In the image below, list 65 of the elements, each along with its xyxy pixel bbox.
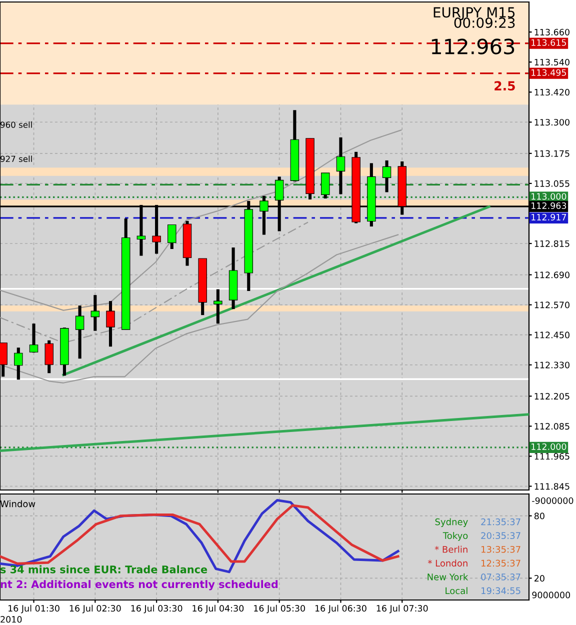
ref-line-label: 112.963 bbox=[532, 202, 566, 209]
candlestick bbox=[168, 224, 176, 250]
candlestick bbox=[90, 295, 100, 331]
candlestick bbox=[14, 348, 23, 380]
annotation: s 34 mins since EUR: Trade Balance bbox=[0, 565, 208, 574]
y-tick-label: 112.205 bbox=[534, 392, 570, 400]
annotation: 19:34:55 bbox=[482, 587, 520, 594]
annotation: 07:35:37 bbox=[481, 574, 520, 580]
y-tick-label: 113.175 bbox=[534, 150, 570, 157]
candlestick bbox=[29, 324, 38, 353]
text: -9000000 bbox=[532, 497, 574, 504]
text: 9000000 bbox=[532, 592, 570, 598]
candlestick bbox=[44, 340, 54, 374]
annotation: 2.5 bbox=[494, 81, 515, 91]
text: 2010 bbox=[0, 616, 22, 623]
annotation: * Berlin bbox=[434, 546, 468, 553]
y-tick-label: 112.085 bbox=[534, 423, 570, 430]
line-series bbox=[0, 234, 399, 384]
annotation: 20:35:37 bbox=[481, 532, 520, 540]
annotation: 960 sell bbox=[0, 121, 32, 128]
y-tick-label: 113.660 bbox=[534, 28, 570, 36]
candlestick bbox=[382, 160, 392, 192]
annotation: 12:35:37 bbox=[482, 560, 520, 567]
annotation: Local bbox=[446, 587, 468, 594]
line-series bbox=[0, 222, 309, 344]
candlestick bbox=[321, 172, 330, 198]
y-tick-label: 112.570 bbox=[534, 302, 570, 308]
y-tick-label: 113.055 bbox=[534, 180, 570, 187]
candlestick bbox=[75, 306, 84, 359]
ref-line-label: 113.615 bbox=[532, 39, 566, 46]
y-tick-label: 113.300 bbox=[534, 118, 570, 126]
x-tick-label: 16 Jul 01:30 bbox=[8, 604, 60, 614]
annotation: * London bbox=[428, 560, 468, 567]
y-tick-label: 112.690 bbox=[534, 272, 570, 278]
x-tick-label: 16 Jul 06:30 bbox=[315, 604, 366, 614]
annotation: Window bbox=[0, 500, 36, 508]
x-tick-label: 16 Jul 07:30 bbox=[376, 604, 428, 614]
y-tick-label: 113.420 bbox=[534, 88, 570, 96]
annotation: 13:35:37 bbox=[482, 546, 520, 553]
annotation: Sydney bbox=[435, 518, 468, 527]
ref-line-label: 113.495 bbox=[532, 69, 566, 76]
line-series bbox=[0, 130, 402, 311]
y-tick-label: 112.815 bbox=[534, 240, 570, 247]
y-tick-label: 111.845 bbox=[534, 483, 570, 490]
y-tick-label: 111.965 bbox=[534, 453, 570, 460]
candlestick bbox=[214, 289, 222, 324]
annotation: 21:35:37 bbox=[481, 518, 520, 526]
y-tick-label: 112.330 bbox=[534, 362, 570, 368]
ref-line-label: 112.917 bbox=[532, 214, 566, 221]
annotation: Tokyo bbox=[442, 532, 468, 541]
y-tick-label: 20 bbox=[534, 575, 544, 582]
y-tick-label: 112.450 bbox=[534, 332, 570, 338]
annotation: 927 sell bbox=[0, 156, 32, 162]
x-tick-label: 16 Jul 05:30 bbox=[254, 604, 305, 614]
x-tick-label: 16 Jul 02:30 bbox=[70, 604, 121, 614]
annotation: New York bbox=[428, 573, 468, 580]
y-tick-label: 80 bbox=[534, 512, 544, 520]
x-tick-label: 16 Jul 04:30 bbox=[192, 604, 244, 614]
ref-line-label: 112.000 bbox=[532, 443, 566, 450]
candlestick bbox=[106, 301, 115, 347]
annotation: nt 2: Additional events not currently scheduled bbox=[0, 580, 278, 590]
ref-line-label: 113.000 bbox=[532, 193, 566, 200]
candlestick bbox=[336, 137, 346, 194]
x-tick-label: 16 Jul 03:30 bbox=[131, 604, 182, 614]
y-tick-label: 113.540 bbox=[534, 58, 570, 66]
